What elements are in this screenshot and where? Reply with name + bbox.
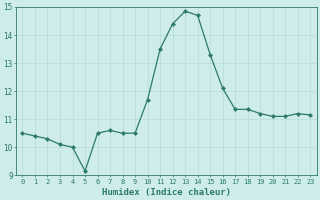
X-axis label: Humidex (Indice chaleur): Humidex (Indice chaleur) — [102, 188, 231, 197]
